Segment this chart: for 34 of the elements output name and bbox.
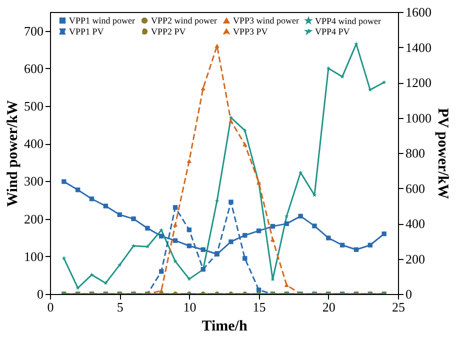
legend-label: VPP3 PV: [233, 26, 268, 36]
y2-tick-label: 1200: [406, 75, 432, 90]
legend-label: VPP2 PV: [151, 26, 186, 36]
y-tick-label: 600: [24, 60, 44, 76]
y-tick-label: 200: [24, 211, 44, 226]
legend-label: VPP4 wind power: [315, 16, 382, 26]
y2-tick-label: 1400: [406, 40, 432, 55]
x-tick-label: 10: [183, 300, 196, 314]
y2-tick-label: 400: [406, 216, 425, 231]
legend-label: VPP2 wind power: [151, 16, 218, 26]
y-tick-label: 500: [24, 98, 44, 114]
y2-tick-label: 200: [406, 251, 425, 266]
y2-tick-label: 600: [406, 180, 425, 196]
y2-tick-label: 1600: [406, 4, 432, 20]
x-tick-label: 5: [116, 300, 124, 314]
y2-tick-label: 1000: [406, 110, 432, 126]
y-tick-label: 100: [24, 248, 44, 264]
legend-label: VPP1 wind power: [69, 16, 136, 26]
x-tick-label: 0: [47, 300, 54, 314]
y2-axis-title: PV power/kW: [434, 108, 450, 199]
x-tick-label: 25: [392, 300, 405, 314]
x-axis-title: Time/h: [202, 318, 248, 334]
x-tick-label: 15: [252, 300, 266, 314]
y-tick-label: 0: [37, 286, 44, 302]
y-tick-label: 400: [24, 136, 44, 152]
x-tick-label: 20: [322, 300, 336, 314]
y-tick-label: 300: [24, 174, 44, 189]
y2-tick-label: 0: [406, 286, 412, 302]
y2-tick-label: 800: [406, 146, 425, 160]
y-tick-label: 700: [24, 23, 44, 38]
y-axis-title: Wind power/kW: [5, 100, 21, 207]
legend-label: VPP1 PV: [69, 26, 104, 36]
legend-label: VPP4 PV: [315, 26, 350, 36]
legend-label: VPP3 wind power: [233, 16, 300, 26]
